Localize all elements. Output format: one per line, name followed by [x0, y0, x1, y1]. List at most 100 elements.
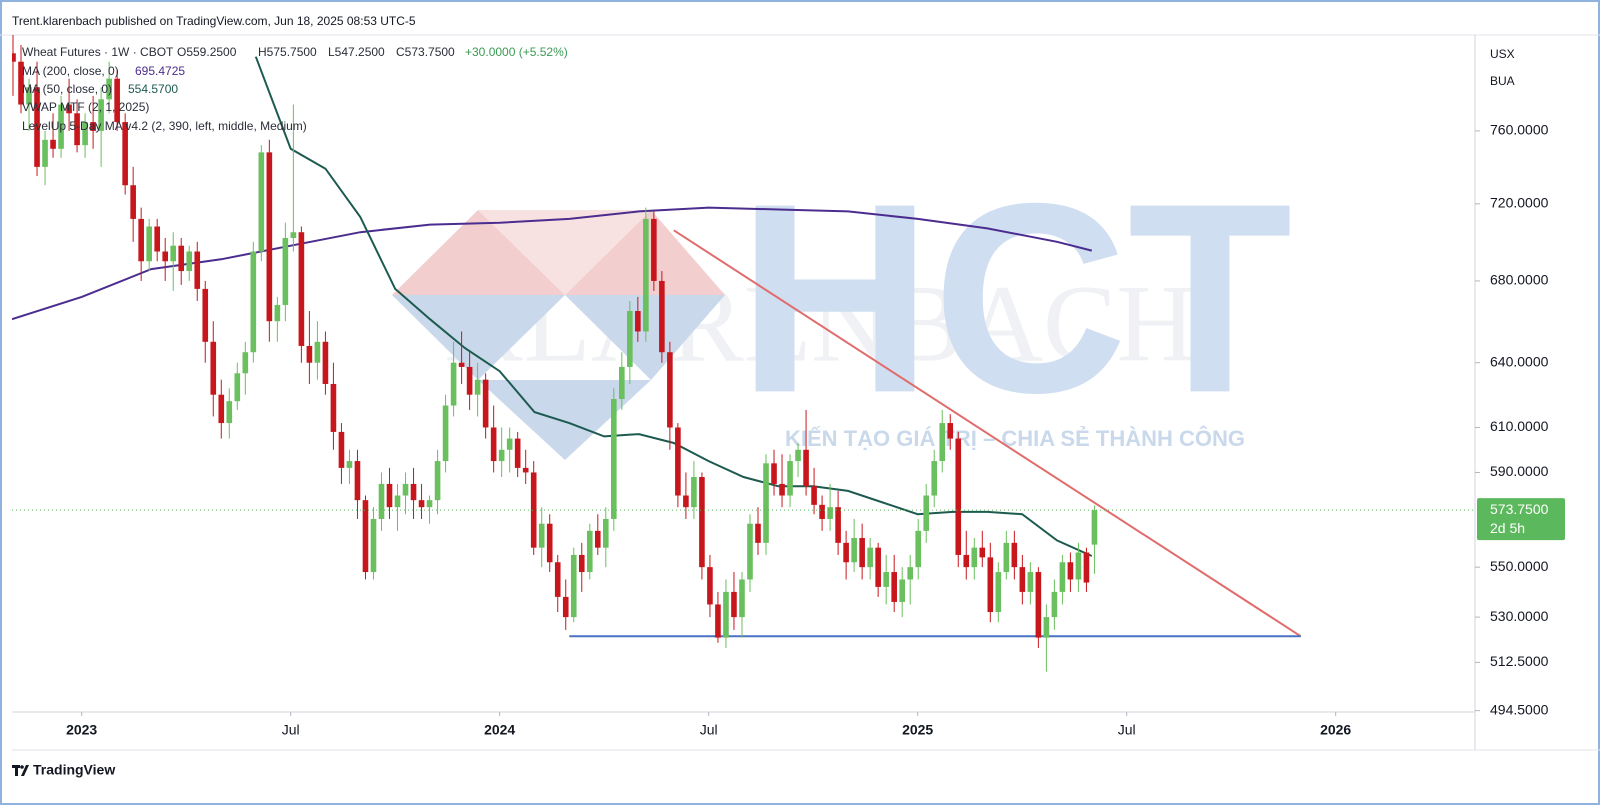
candle-body — [258, 152, 265, 252]
x-tick-label: Jul — [1118, 722, 1136, 738]
x-tick-label: 2024 — [484, 722, 515, 738]
candle-body — [418, 500, 425, 508]
candle-body — [931, 461, 938, 496]
candle-body — [763, 463, 769, 543]
brand: TradingView — [33, 762, 115, 778]
y-tick-label: 590.0000 — [1490, 463, 1549, 479]
candle-body — [1051, 591, 1058, 618]
y-tick-label: 494.5000 — [1490, 701, 1549, 717]
y-tick-label: 640.0000 — [1490, 353, 1549, 369]
candle-body — [891, 572, 897, 602]
candle-body — [514, 438, 521, 468]
candle-body — [530, 472, 537, 548]
legend-close: C573.7500 — [396, 45, 455, 59]
unit: BUA — [1490, 74, 1515, 88]
candle-body — [1059, 562, 1066, 592]
y-tick-label: 720.0000 — [1490, 195, 1549, 211]
y-tick-label: 760.0000 — [1490, 122, 1549, 138]
candle-body — [402, 483, 409, 496]
candle-body — [362, 500, 369, 573]
candle-body — [98, 99, 104, 131]
candle-body — [611, 399, 617, 519]
candle-body — [1035, 572, 1042, 638]
brand-logo — [12, 765, 29, 776]
candle-body — [747, 523, 753, 580]
candle-body — [322, 341, 329, 384]
candle-body — [12, 53, 16, 62]
candle-body — [330, 383, 337, 432]
candle-body — [522, 467, 529, 473]
candle-body — [971, 547, 978, 568]
candle-body — [995, 572, 1002, 613]
legend-indicator: VWAP MTF (2, 1, 2025) — [22, 100, 149, 114]
candle-body — [58, 104, 64, 149]
legend-high: H575.7500 — [258, 45, 317, 59]
candle-body — [538, 523, 545, 548]
x-tick-label: 2023 — [66, 722, 97, 738]
candle-body — [883, 572, 889, 587]
candle-body — [627, 311, 633, 367]
candle-body — [450, 362, 457, 406]
candle-body — [835, 507, 841, 543]
candle-body — [715, 604, 721, 638]
last-price-label: 573.7500 — [1490, 501, 1549, 517]
candle-body — [266, 152, 273, 322]
candle-body — [234, 373, 241, 402]
candle-body — [859, 538, 865, 568]
candle-body — [426, 500, 433, 508]
candle-body — [298, 232, 305, 346]
candle-body — [66, 104, 72, 114]
candle-body — [186, 251, 193, 272]
legend-low: L547.2500 — [328, 45, 385, 59]
candle-body — [42, 139, 48, 167]
legend-ma: MA (50, close, 0) — [22, 82, 112, 96]
candle-body — [707, 567, 713, 605]
legend-indicator: LevelUp 5-Day MA v4.2 (2, 390, left, mid… — [22, 119, 307, 133]
candle-body — [1027, 572, 1034, 592]
candle-body — [194, 251, 201, 289]
candle-body — [458, 362, 465, 367]
candle-body — [130, 185, 136, 219]
candle-body — [490, 427, 497, 462]
candle-body — [546, 523, 553, 563]
x-tick-label: 2025 — [902, 722, 933, 738]
candle-body — [314, 341, 321, 363]
candle-body — [370, 518, 377, 573]
x-tick-label: 2026 — [1320, 722, 1351, 738]
candle-body — [378, 483, 385, 519]
y-tick-label: 680.0000 — [1490, 272, 1549, 288]
candle-body — [675, 427, 681, 496]
x-tick-label: Jul — [282, 722, 300, 738]
candle-body — [827, 507, 833, 519]
candle-body — [771, 463, 777, 484]
candle-body — [867, 547, 873, 568]
candle-body — [554, 562, 561, 597]
candle-body — [923, 495, 930, 531]
candle-body — [162, 251, 169, 262]
candle-body — [122, 122, 128, 186]
candle-body — [354, 461, 361, 501]
logo-shape — [565, 295, 725, 380]
candle-body — [82, 122, 88, 146]
candle-body — [154, 226, 160, 252]
legend-change: +30.0000 (+5.52%) — [465, 45, 568, 59]
candle-body — [899, 579, 905, 602]
candle-body — [338, 431, 345, 468]
candle-body — [939, 423, 946, 462]
candle-body — [659, 280, 665, 353]
candle-body — [875, 547, 881, 587]
candle-body — [506, 438, 513, 450]
candle-body — [691, 477, 697, 508]
candle-body — [683, 495, 689, 508]
candle-body — [570, 554, 577, 618]
candle-body — [250, 251, 257, 353]
candle-body — [955, 438, 962, 555]
legend-symbol: Wheat Futures · 1W · CBOT — [22, 45, 174, 59]
legend-ma-value: 695.4725 — [135, 64, 185, 78]
candle-body — [1011, 542, 1018, 568]
candle-body — [987, 557, 994, 613]
candle-body — [1091, 510, 1098, 545]
candle-body — [1019, 567, 1026, 592]
candle-body — [562, 596, 569, 618]
moving-average — [254, 56, 1093, 557]
